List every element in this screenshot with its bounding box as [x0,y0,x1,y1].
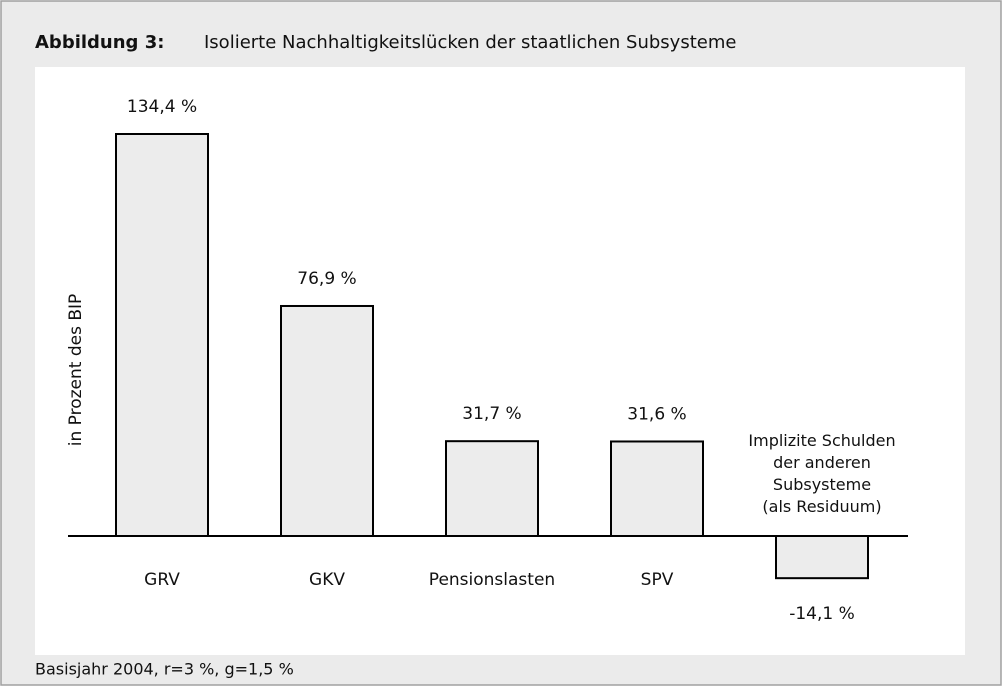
x-tick-label: GRV [144,570,180,590]
value-label: 31,7 % [462,404,521,424]
value-label: 76,9 % [297,269,356,289]
bar [445,440,539,538]
value-label: 134,4 % [127,97,197,117]
y-axis-label: in Prozent des BIP [66,294,86,447]
value-label: 31,6 % [627,404,686,424]
bar [280,304,374,537]
bar [775,535,869,580]
figure-label: Abbildung 3: [35,32,164,53]
x-tick-label: SPV [641,570,674,590]
x-tick-label: Implizite Schulden der anderen Subsystem… [748,431,896,516]
x-tick-label: Pensionslasten [429,570,555,590]
footnote: Basisjahr 2004, r=3 %, g=1,5 % [35,660,294,679]
chart-title: Isolierte Nachhaltigkeitslücken der staa… [204,32,736,53]
category-label-wrap: Implizite Schulden der anderen Subsystem… [748,431,896,516]
x-tick-label: GKV [309,570,345,590]
bar [610,440,704,538]
bar [115,133,209,537]
value-label: -14,1 % [789,604,855,624]
